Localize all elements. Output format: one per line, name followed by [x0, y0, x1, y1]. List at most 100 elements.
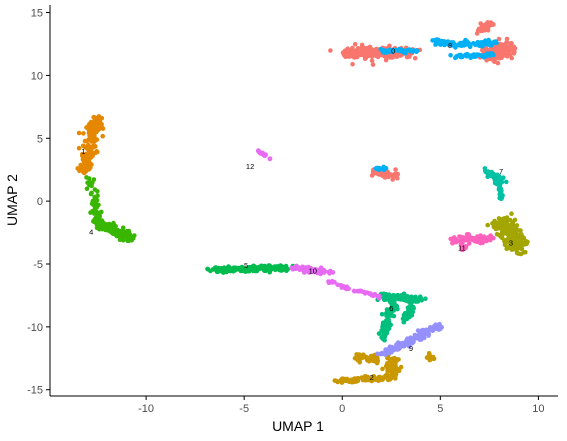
data-point: [82, 167, 87, 172]
data-point: [453, 239, 459, 245]
data-point: [450, 40, 456, 46]
data-point: [248, 267, 254, 272]
cluster-11-points: [448, 232, 496, 253]
cluster-label-12: 12: [246, 162, 254, 171]
cluster-label-8: 8: [448, 41, 452, 50]
data-point: [499, 218, 505, 223]
data-point: [491, 173, 497, 178]
data-point: [516, 236, 522, 242]
data-point: [426, 351, 432, 356]
data-point: [93, 125, 98, 130]
data-point: [130, 236, 136, 241]
data-point: [451, 235, 457, 240]
data-point: [405, 336, 410, 342]
data-point: [285, 266, 291, 272]
data-point: [359, 42, 365, 48]
data-point: [393, 167, 398, 172]
data-point: [305, 268, 311, 273]
data-point: [396, 357, 401, 362]
data-point: [256, 149, 261, 154]
cluster-label-0: 0: [391, 46, 395, 55]
data-point: [370, 62, 376, 67]
data-point: [480, 40, 486, 45]
data-point: [474, 31, 480, 36]
data-point: [345, 54, 351, 59]
cluster-3-points: [485, 211, 530, 257]
data-point: [430, 38, 435, 43]
data-point: [368, 291, 373, 296]
data-point: [423, 296, 428, 302]
data-point: [373, 50, 379, 55]
data-point: [394, 48, 399, 53]
data-point: [350, 61, 355, 67]
data-point: [80, 143, 86, 149]
data-point: [394, 171, 400, 177]
data-point: [499, 42, 505, 48]
data-point: [376, 378, 381, 384]
data-point: [412, 55, 418, 61]
data-point: [85, 124, 90, 130]
data-point: [391, 358, 396, 363]
data-point: [94, 198, 99, 203]
data-point: [521, 235, 527, 241]
data-point: [466, 241, 472, 246]
data-point: [377, 374, 382, 380]
data-point: [497, 185, 502, 190]
data-point: [92, 138, 97, 143]
data-point: [299, 267, 305, 272]
data-point: [294, 263, 299, 269]
data-point: [90, 208, 95, 214]
data-point: [351, 288, 357, 294]
data-point: [387, 367, 392, 372]
data-point: [331, 279, 337, 285]
data-point: [100, 133, 105, 139]
cluster-10-points: [256, 148, 382, 301]
data-point: [118, 230, 124, 235]
data-point: [499, 233, 505, 239]
data-point: [481, 27, 487, 33]
data-point: [341, 378, 346, 384]
data-point: [384, 373, 390, 378]
data-point: [402, 311, 408, 316]
data-point: [89, 190, 94, 196]
data-point: [381, 323, 387, 328]
data-point: [463, 37, 468, 43]
data-point: [231, 268, 237, 274]
data-point: [120, 225, 126, 231]
data-point: [272, 265, 278, 271]
data-point: [498, 47, 504, 52]
data-point: [485, 222, 491, 228]
data-point: [395, 345, 401, 350]
data-point: [259, 263, 264, 269]
data-point: [512, 46, 518, 51]
data-point: [405, 305, 411, 311]
data-point: [387, 323, 393, 328]
y-tick-label: 0: [37, 196, 43, 208]
data-point: [358, 48, 364, 54]
data-point: [457, 234, 462, 239]
data-point: [357, 358, 362, 363]
data-point: [383, 363, 389, 369]
data-point: [496, 36, 502, 42]
data-point: [387, 299, 393, 305]
data-point: [516, 251, 521, 256]
data-point: [493, 39, 499, 44]
data-point: [509, 55, 514, 61]
data-point: [381, 48, 386, 54]
data-point: [403, 342, 409, 347]
data-point: [510, 246, 516, 252]
data-point: [478, 236, 483, 242]
data-point: [388, 306, 394, 312]
data-point: [395, 306, 400, 312]
data-point: [426, 333, 431, 338]
data-point: [418, 296, 424, 301]
data-point: [382, 337, 387, 343]
y-tick-label: -5: [33, 259, 43, 271]
data-point: [509, 211, 514, 216]
cluster-label-11: 11: [458, 244, 466, 253]
data-point: [91, 144, 97, 149]
data-point: [417, 336, 423, 342]
data-point: [361, 289, 367, 295]
data-point: [335, 282, 341, 288]
